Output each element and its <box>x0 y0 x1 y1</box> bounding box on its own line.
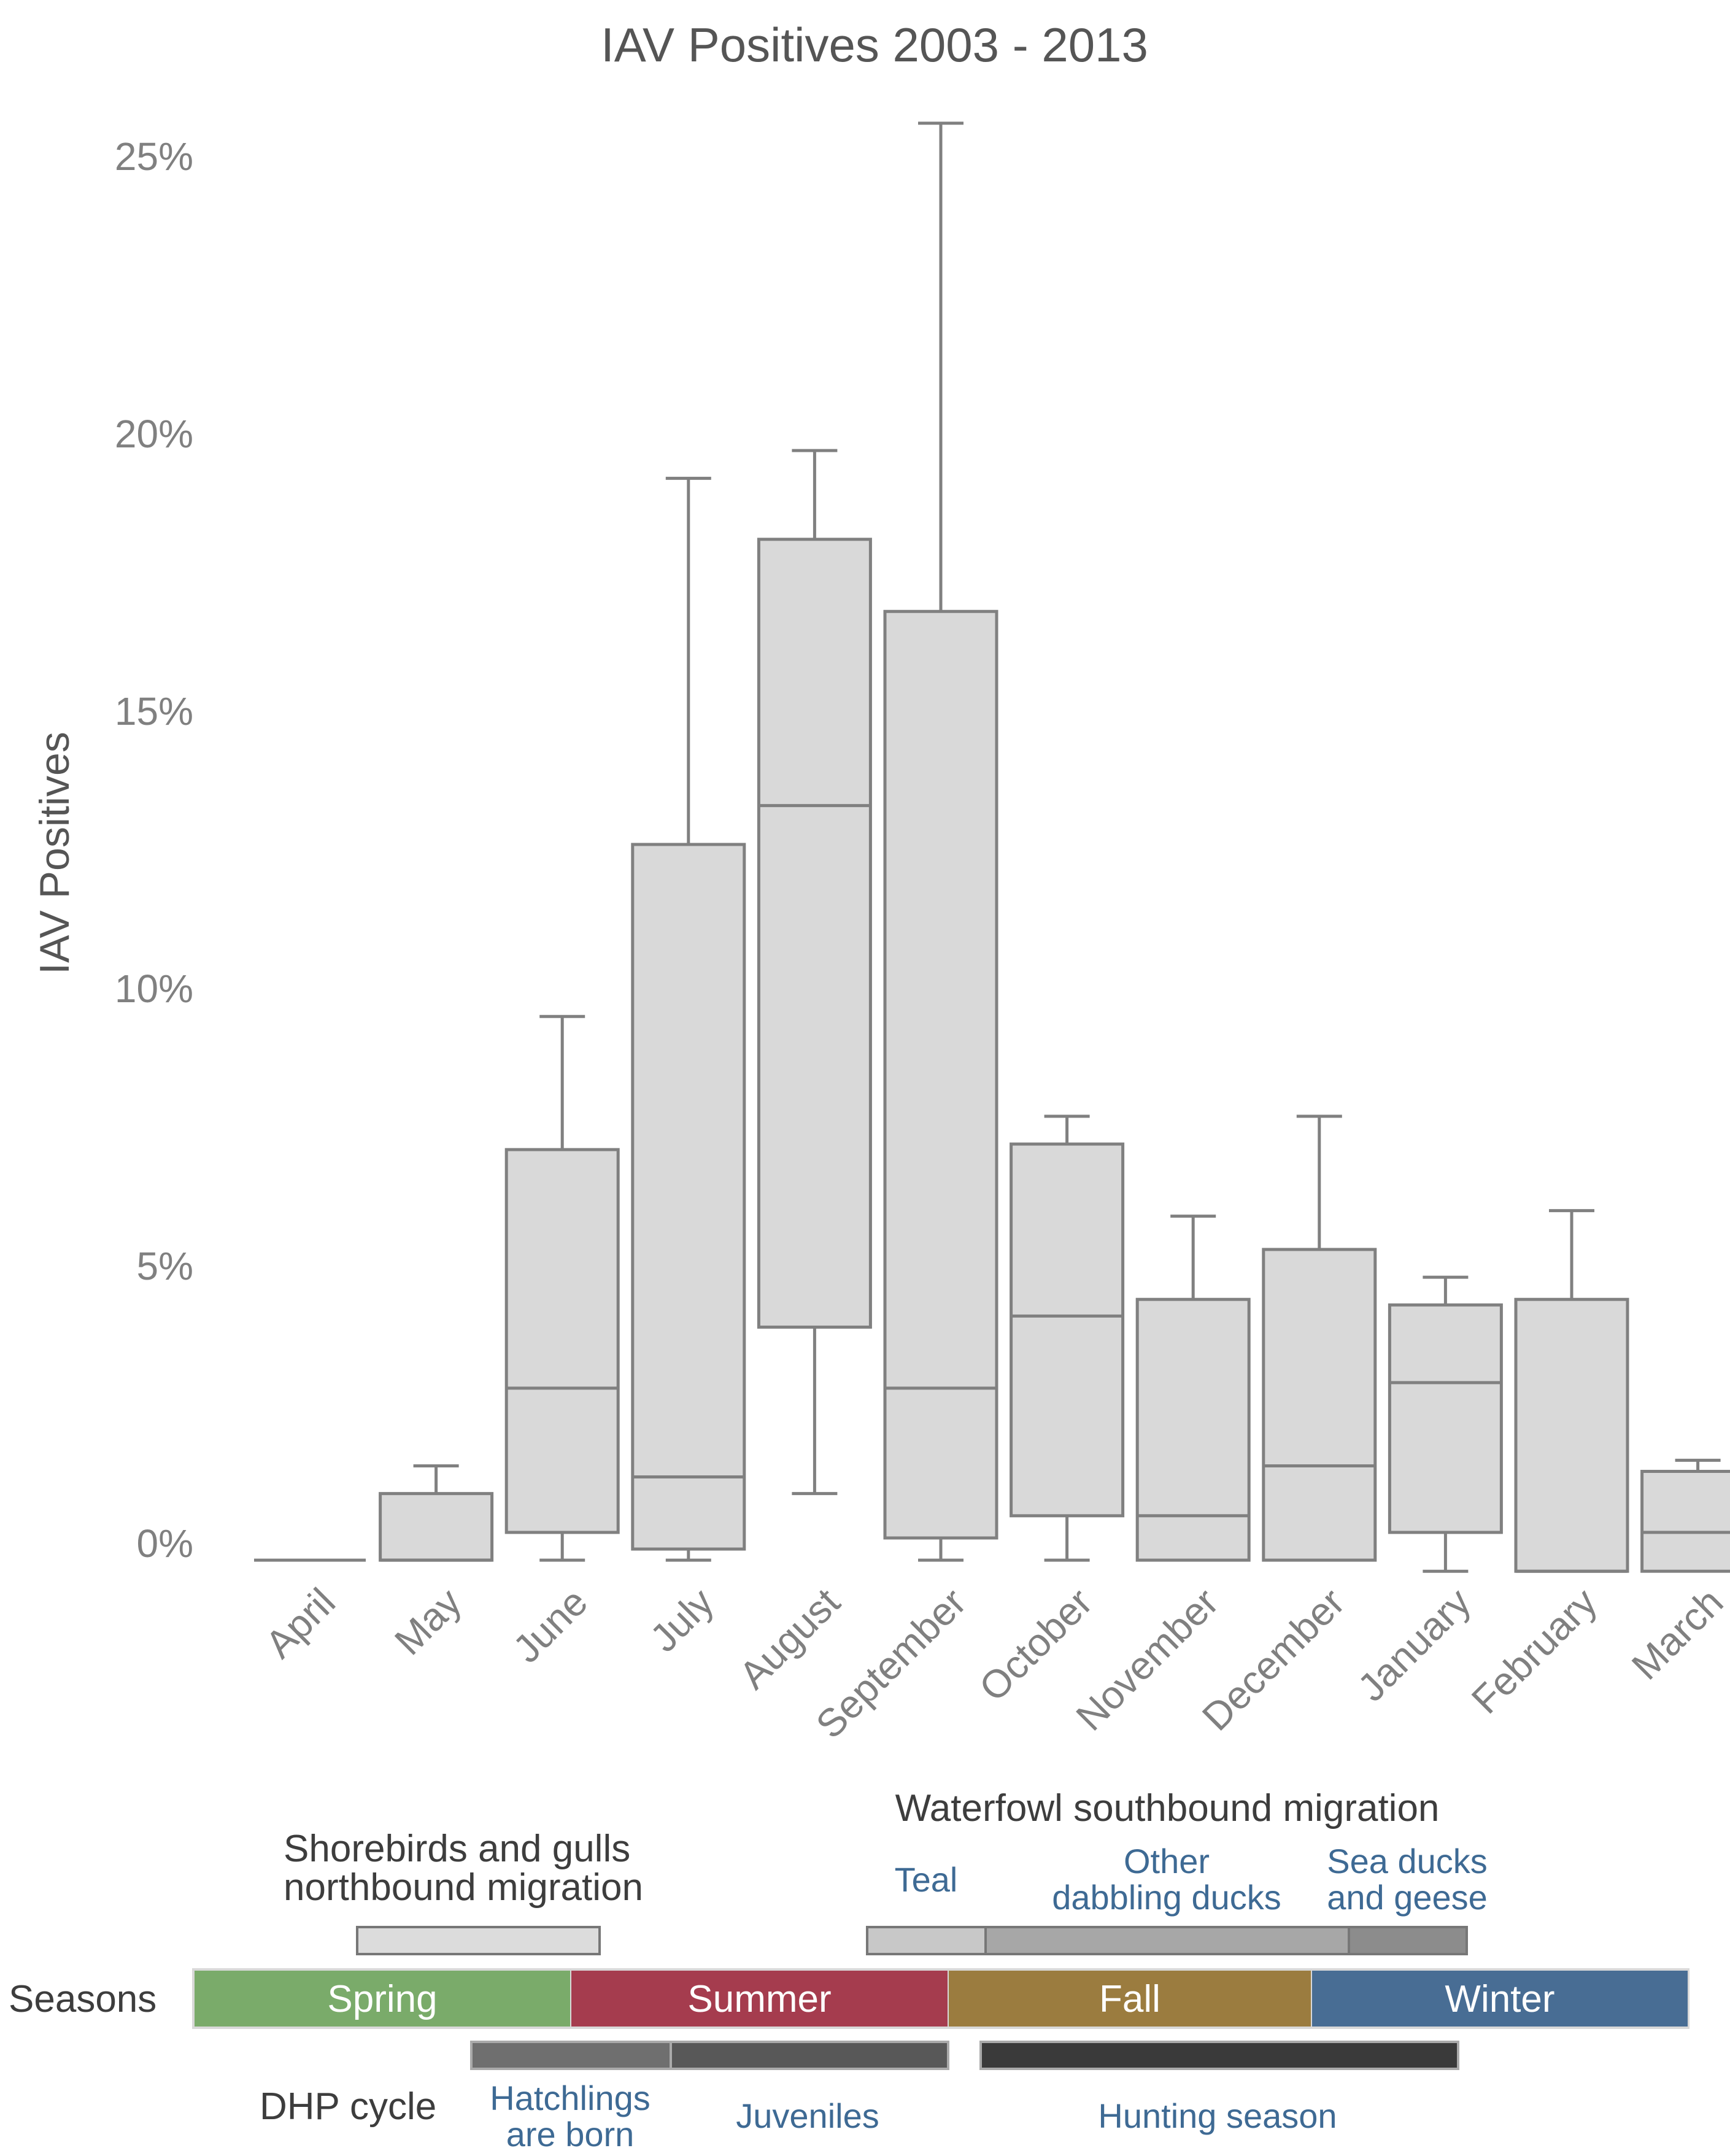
box-iqr <box>504 1148 620 1534</box>
box-iqr <box>1262 1248 1377 1562</box>
y-axis-label: IAV Positives <box>31 732 78 975</box>
waterfowl-migration-title: Waterfowl southbound migration <box>895 1787 1440 1830</box>
y-tick-label: 25% <box>115 134 193 179</box>
shorebirds-label-line2: northbound migration <box>284 1866 643 1909</box>
box-iqr <box>883 609 998 1540</box>
y-tick-label: 20% <box>115 412 193 456</box>
season-label-fall: Fall <box>1099 1978 1160 2020</box>
box-september <box>883 122 998 1562</box>
x-tick-label: July <box>641 1580 722 1660</box>
juveniles-bar <box>670 2041 949 2070</box>
x-axis-ticks: April May June July AugustSeptemberOctoberNo… <box>257 1580 1730 1747</box>
box-november <box>1135 1215 1251 1562</box>
migration-timeline: Waterfowl southbound migration Shorebird… <box>9 1787 1689 2154</box>
sea-ducks-label-line2: and geese <box>1327 1878 1488 1917</box>
other-dabbling-migration-bar <box>984 1926 1350 1955</box>
box-march <box>1640 1458 1730 1573</box>
season-summer <box>571 1971 948 2027</box>
other-dabbling-label-line1: Other <box>1124 1842 1210 1880</box>
box-december <box>1262 1115 1377 1562</box>
x-tick-label: March <box>1623 1580 1730 1688</box>
box-iqr <box>379 1492 494 1562</box>
y-tick-label: 0% <box>137 1521 194 1566</box>
teal-migration-bar <box>866 1926 987 1955</box>
y-axis-ticks: 0% 5% 10% 15% 20% 25% <box>115 134 193 1566</box>
sea-ducks-label-line1: Sea ducks <box>1327 1842 1488 1880</box>
season-label-summer: Summer <box>687 1978 831 2020</box>
chart-title: IAV Positives 2003 - 2013 <box>601 18 1148 72</box>
juveniles-label: Juveniles <box>736 2096 879 2135</box>
box-february <box>1514 1209 1629 1573</box>
x-tick-label: April <box>257 1580 343 1666</box>
box-june <box>504 1014 620 1562</box>
x-tick-label: February <box>1463 1580 1605 1722</box>
y-tick-label: 10% <box>115 967 193 1011</box>
shorebirds-label-line1: Shorebirds and gulls <box>284 1828 630 1870</box>
hunting-season-label: Hunting season <box>1098 2096 1337 2135</box>
dhp-cycle-row-label: DHP cycle <box>260 2085 436 2128</box>
box-august <box>757 449 872 1496</box>
hunting-season-bar <box>979 2041 1459 2070</box>
hatchlings-label-line1: Hatchlings <box>490 2079 650 2117</box>
season-winter <box>1312 1971 1688 2027</box>
seasons-row-label: Seasons <box>9 1978 156 2020</box>
season-fall <box>949 1971 1311 2027</box>
x-tick-label: January <box>1349 1580 1479 1710</box>
box-series <box>254 122 1730 1573</box>
season-label-spring: Spring <box>327 1978 437 2020</box>
hatchlings-bar <box>470 2041 672 2070</box>
season-spring <box>195 1971 570 2027</box>
box-iqr <box>1640 1469 1730 1573</box>
box-iqr <box>757 538 872 1329</box>
season-strip: Spring Summer Fall Winter <box>195 1971 1688 2027</box>
y-tick-label: 5% <box>137 1244 194 1288</box>
box-iqr <box>1388 1303 1503 1534</box>
box-july <box>631 476 746 1562</box>
x-tick-label: June <box>504 1580 596 1671</box>
box-october <box>1010 1115 1125 1562</box>
shorebirds-migration-bar <box>356 1926 601 1955</box>
teal-label: Teal <box>895 1860 958 1899</box>
x-tick-label: August <box>730 1580 848 1698</box>
hatchlings-label-line2: are born <box>506 2115 635 2154</box>
box-iqr <box>1010 1142 1125 1518</box>
box-iqr <box>1514 1297 1629 1573</box>
y-tick-label: 15% <box>115 689 193 733</box>
box-iqr <box>631 843 746 1551</box>
box-iqr <box>1135 1297 1251 1562</box>
sea-ducks-migration-bar <box>1348 1926 1468 1955</box>
x-tick-label: October <box>971 1580 1101 1710</box>
x-tick-label: May <box>386 1580 469 1663</box>
season-label-winter: Winter <box>1445 1978 1554 2020</box>
box-january <box>1388 1275 1503 1573</box>
other-dabbling-label-line2: dabbling ducks <box>1052 1878 1281 1917</box>
box-may <box>379 1464 494 1562</box>
